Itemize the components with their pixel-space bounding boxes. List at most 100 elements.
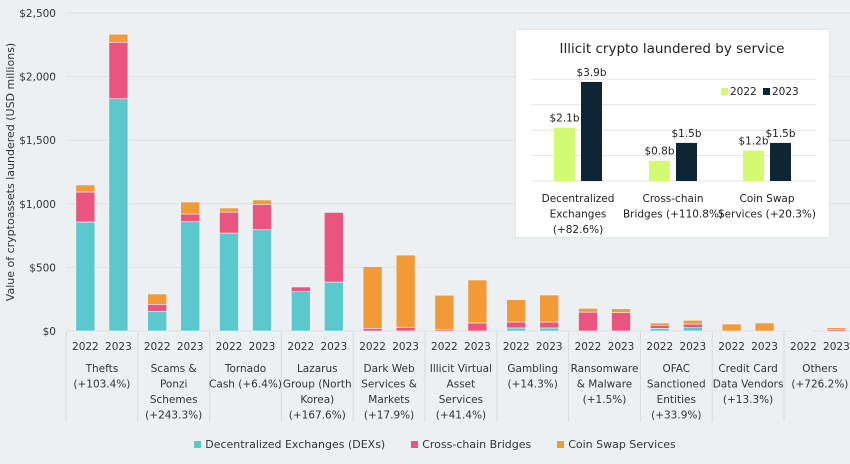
bar-segment [539, 321, 560, 329]
bar-segment [649, 328, 670, 332]
bar-segment [75, 191, 96, 223]
inset-category-label: Coin Swap [739, 193, 794, 205]
inset-data-label: $2.1b [549, 113, 579, 125]
x-category-label: (+33.9%) [651, 410, 701, 422]
x-year-label: 2023 [536, 341, 563, 353]
bar-segment [324, 212, 344, 283]
bar-segment [793, 330, 814, 332]
x-year-label: 2023 [320, 341, 347, 353]
inset-data-label: $1.5b [765, 128, 795, 140]
x-year-label: 2023 [464, 341, 491, 353]
inset-chart: Illicit crypto laundered by service $2.1b… [531, 41, 816, 236]
x-year-label: 2022 [216, 341, 243, 353]
inset-category-label: Bridges (+110.8%) [623, 209, 723, 221]
x-category-label: Data Vendors [713, 379, 784, 391]
bar-segment [721, 323, 742, 332]
x-year-label: 2022 [575, 341, 602, 353]
legend-label: Cross-chain Bridges [422, 438, 532, 451]
bar-segment [108, 41, 129, 100]
x-year-label: 2022 [359, 341, 386, 353]
x-year-label: 2023 [608, 341, 635, 353]
bar-segment [324, 281, 344, 332]
inset-legend-label: 2023 [772, 86, 799, 98]
x-year-label: 2022 [287, 341, 314, 353]
x-category-label: Others [802, 363, 837, 375]
bar-segment [75, 221, 96, 332]
legend-swatch [557, 441, 565, 448]
bar-segment [683, 323, 703, 328]
legend: Decentralized Exchanges (DEXs) Cross-cha… [0, 438, 850, 451]
inset-legend-label: 2022 [730, 86, 757, 98]
bar-segment [683, 320, 703, 325]
bar-segment [578, 308, 598, 313]
x-year-label: 2023 [105, 341, 132, 353]
bar-segment [611, 312, 631, 332]
inset-legend-swatch [763, 88, 770, 95]
inset-data-label: $1.5b [671, 128, 701, 140]
y-axis-title: Value of cryptoassets laundered (USD mil… [4, 43, 17, 301]
bar-segment [683, 327, 703, 332]
bar-segment [362, 328, 383, 332]
x-year-label: 2023 [679, 341, 706, 353]
inset-category-label: Services (+20.3%) [718, 209, 816, 221]
x-category-label: Thefts [85, 363, 119, 375]
bar-segment [75, 184, 96, 193]
inset-data-label: $1.2b [738, 136, 768, 148]
x-category-label: Markets [368, 394, 410, 406]
bar-segment [219, 211, 239, 234]
x-category-label: (+13.3%) [723, 394, 773, 406]
inset-data-label: $0.8b [644, 146, 674, 158]
inset-bar [770, 142, 791, 181]
inset-bar [743, 150, 764, 181]
x-category-label: Entities [657, 394, 696, 406]
x-category-label: Illicit Virtual [430, 363, 492, 375]
x-year-label: 2023 [751, 341, 778, 353]
bar-segment [467, 279, 488, 324]
inset-bar [649, 160, 670, 181]
bar-segment [219, 207, 239, 213]
x-category-label: Credit Card [718, 363, 777, 375]
x-category-label: Tornado [224, 363, 266, 375]
x-category-label: (+243.3%) [145, 410, 202, 422]
bar-segment [362, 266, 383, 329]
bar-segment [147, 310, 167, 332]
x-category-label: Ponzi [160, 379, 187, 391]
x-category-label: & Malware [577, 379, 633, 391]
x-category-label: Gambling [507, 363, 558, 375]
bar-segment [467, 322, 488, 332]
inset-category-label: Cross-chain [642, 193, 703, 205]
y-tick-label: $0 [43, 326, 56, 338]
inset-title: Illicit crypto laundered by service [559, 41, 784, 57]
inset-bar [554, 127, 575, 181]
legend-swatch [194, 441, 202, 448]
bar-segment [395, 254, 416, 328]
bar-segment [539, 327, 560, 332]
x-year-label: 2023 [392, 341, 419, 353]
y-tick-label: $1,000 [19, 199, 56, 211]
x-category-label: OFAC [662, 363, 690, 375]
x-category-label: (+726.2%) [791, 379, 848, 391]
bar-segment [290, 291, 311, 332]
inset-chart-panel: Illicit crypto laundered by service $2.1b… [516, 30, 829, 237]
bar-segment [395, 327, 416, 332]
legend-label: Decentralized Exchanges (DEXs) [205, 438, 386, 451]
x-category-label: (+1.5%) [583, 394, 627, 406]
x-category-label: Lazarus [297, 363, 338, 375]
bar-segment [506, 299, 526, 323]
inset-bar [676, 142, 697, 181]
x-category-label: Schemes [150, 394, 198, 406]
bar-segment [147, 293, 167, 305]
bar-segment [826, 327, 847, 330]
x-category-label: Scams & [151, 363, 197, 375]
bar-segment [611, 308, 631, 313]
x-year-label: 2023 [249, 341, 276, 353]
x-category-label: Services & [361, 379, 417, 391]
bar-segment [252, 229, 272, 332]
y-tick-label: $1,500 [19, 135, 56, 147]
x-category-label: Cash (+6.4%) [209, 379, 282, 391]
x-category-label: Services [439, 394, 483, 406]
x-year-label: 2022 [790, 341, 817, 353]
x-year-label: 2023 [177, 341, 204, 353]
bar-segment [434, 294, 455, 330]
bar-segment [324, 211, 344, 213]
